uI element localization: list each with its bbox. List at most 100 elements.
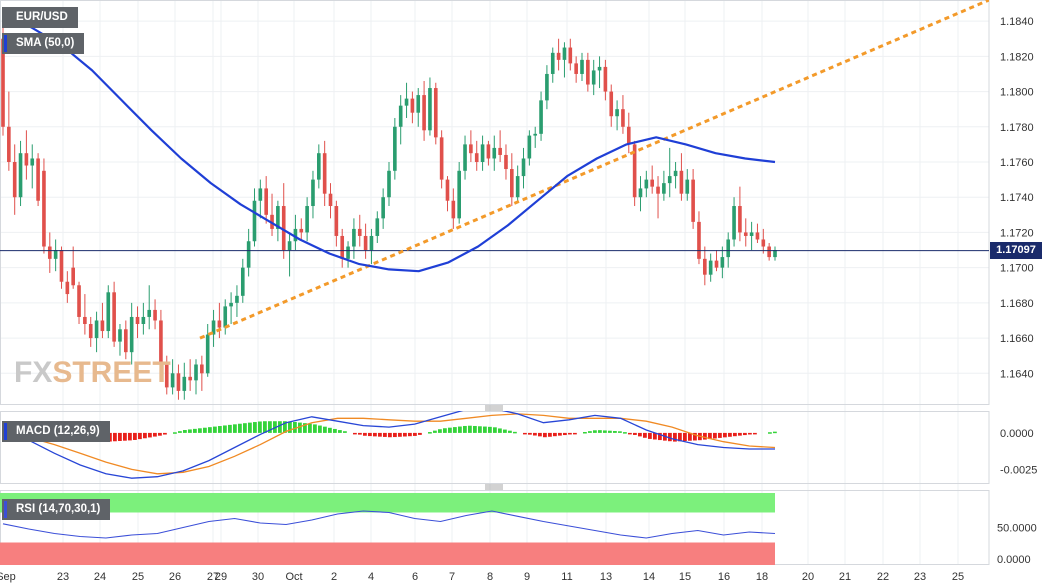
macd-histogram-bar: [343, 431, 347, 433]
panel-resize-handle[interactable]: [485, 405, 503, 411]
candle-body: [539, 100, 543, 134]
y-axis-labels: 1.1640 1.1660 1.1680 1.1700 1.1720 1.1740 1.17…: [997, 16, 1037, 566]
candle-body: [229, 302, 233, 307]
macd-histogram-bar: [473, 425, 477, 433]
candle-body: [703, 258, 707, 275]
candle-body: [410, 98, 415, 113]
macd-histogram-bar: [193, 428, 197, 433]
macd-histogram-bar: [688, 432, 692, 441]
rsi-label[interactable]: RSI (14,70,30,1): [2, 499, 111, 520]
x-tick-label: 7: [449, 571, 455, 583]
rsi-y-tick-label: 50.0000: [997, 523, 1037, 535]
candle-body: [667, 176, 672, 184]
candle-body: [258, 188, 263, 201]
macd-histogram-bar: [768, 432, 772, 434]
macd-histogram-bar: [543, 432, 547, 438]
candle-body: [463, 144, 467, 171]
macd-histogram-bar: [363, 432, 367, 436]
candle-body: [147, 309, 152, 317]
sma-line[interactable]: [2, 11, 776, 273]
candle-body: [36, 158, 40, 201]
candle-body: [100, 320, 105, 332]
candle-body: [141, 316, 146, 324]
macd-histogram-bar: [603, 430, 607, 433]
candle-body: [650, 179, 654, 187]
macd-panel[interactable]: [2, 408, 777, 479]
macd-histogram-bar: [683, 432, 687, 442]
macd-histogram-bar: [703, 432, 707, 440]
x-tick-label: 8: [487, 571, 493, 583]
macd-histogram-bar: [773, 431, 777, 434]
candle-body: [235, 295, 239, 303]
macd-histogram-bar: [138, 432, 142, 440]
candle-body: [322, 153, 327, 194]
candle-body: [492, 147, 497, 159]
y-tick-label: 1.1640: [1000, 368, 1034, 380]
sma-color-marker: [4, 35, 7, 52]
macd-histogram-bar: [368, 432, 372, 437]
candle-body: [428, 88, 432, 131]
macd-text: MACD (12,26,9): [16, 425, 100, 437]
macd-histogram-bar: [658, 432, 662, 441]
candle-body: [568, 47, 573, 64]
macd-histogram-bar: [183, 430, 187, 433]
macd-histogram-bar: [303, 423, 307, 433]
macd-histogram-bar: [588, 431, 592, 433]
trendline[interactable]: [199, 0, 989, 340]
candle-body: [211, 320, 216, 335]
macd-histogram-bar: [238, 423, 242, 433]
candle-body: [404, 98, 409, 106]
candle-body: [644, 179, 649, 189]
candle-body: [474, 153, 479, 162]
price-panel[interactable]: [0, 0, 989, 400]
candle-body: [106, 292, 111, 332]
macd-histogram-bar: [648, 432, 652, 439]
macd-y-tick-label: -0.0025: [1000, 464, 1037, 476]
x-tick-label: 18: [756, 571, 768, 583]
x-tick-label: 2: [331, 571, 337, 583]
macd-histogram-bar: [623, 432, 627, 434]
candle-body: [30, 158, 35, 166]
macd-histogram-bar: [463, 425, 467, 433]
rsi-panel[interactable]: [0, 493, 776, 565]
macd-histogram-bar: [508, 430, 512, 433]
x-tick-label: Oct: [285, 571, 302, 583]
macd-histogram-bar: [208, 427, 212, 433]
candle-body: [597, 66, 602, 71]
candle-body: [340, 235, 345, 259]
sma-label[interactable]: SMA (50,0): [2, 33, 85, 54]
candle-body: [422, 95, 426, 131]
panel-resize-handle[interactable]: [485, 484, 503, 490]
macd-y-tick-label: 0.0000: [1000, 428, 1034, 440]
candle-body: [691, 179, 695, 222]
candle-body: [83, 316, 87, 324]
candle-body: [591, 70, 596, 85]
x-tick-label: 25: [952, 571, 964, 583]
candle-body: [527, 135, 532, 159]
candle-body: [381, 197, 385, 219]
candle-body: [632, 144, 637, 198]
candle-body: [638, 188, 643, 198]
y-tick-label: 1.1800: [1000, 87, 1034, 99]
x-tick-label: 23: [914, 571, 926, 583]
macd-histogram-bar: [678, 432, 682, 442]
macd-histogram-bar: [533, 432, 537, 436]
candle-body: [305, 206, 309, 233]
macd-histogram-bar: [378, 432, 382, 437]
macd-histogram-bar: [453, 427, 457, 433]
macd-histogram-bar: [433, 430, 437, 433]
candle-body: [673, 170, 678, 177]
candle-body: [486, 144, 491, 159]
macd-histogram-bar: [693, 432, 697, 441]
macd-histogram-bar: [318, 425, 322, 433]
macd-histogram-bar: [713, 432, 717, 439]
panel-resize-handles[interactable]: [485, 405, 503, 490]
candle-body: [77, 285, 81, 317]
macd-histogram-bar: [153, 432, 157, 437]
x-tick-label: 9: [524, 571, 530, 583]
macd-label[interactable]: MACD (12,26,9): [2, 421, 110, 442]
candle-body: [176, 373, 181, 391]
candle-body: [375, 218, 380, 236]
candle-body: [580, 59, 584, 74]
x-tick-label: 4: [368, 571, 374, 583]
